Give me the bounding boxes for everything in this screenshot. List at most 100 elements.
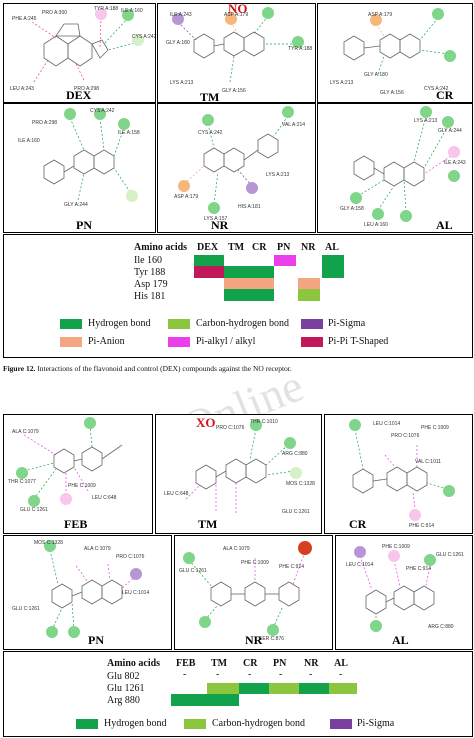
- table-header-amino-acids: Amino acids: [134, 242, 188, 253]
- cr-xo-interaction-diagram: LEU C:1014 PRO C:1076 PHE C:1009 VAL C:1…: [349, 419, 455, 529]
- svg-text:TYR A:188: TYR A:188: [288, 46, 312, 52]
- panel-label: AL: [436, 218, 453, 232]
- panel-cr-no: ASP A:179 LYS A:213 GLY A:180 GLY A:156 …: [317, 3, 473, 103]
- svg-text:ILE A:160: ILE A:160: [18, 138, 40, 144]
- panel-nr-no: CYS A:242 VAL A:214 ASP A:179 LYS A:157 …: [157, 103, 316, 233]
- svg-text:PHE C:1009: PHE C:1009: [68, 483, 96, 489]
- svg-text:ASP A:179: ASP A:179: [174, 194, 198, 200]
- caption-text: Interactions of the flavonoid and contro…: [37, 364, 292, 373]
- row-label-glu-802: Glu 802: [107, 671, 140, 682]
- nr-no-interaction-diagram: CYS A:242 VAL A:214 ASP A:179 LYS A:157 …: [174, 106, 305, 222]
- svg-text:ARG C:880: ARG C:880: [428, 624, 454, 630]
- svg-text:GLU C:1261: GLU C:1261: [12, 606, 40, 612]
- cr-no-interaction-diagram: ASP A:179 LYS A:213 GLY A:180 GLY A:156 …: [330, 8, 456, 96]
- svg-text:GLY A:156: GLY A:156: [380, 90, 404, 96]
- cell-asp179-tm-cr: [224, 278, 274, 289]
- svg-text:CYS A:242: CYS A:242: [132, 34, 155, 40]
- svg-text:ALA C:1079: ALA C:1079: [12, 429, 39, 435]
- svg-text:THR C:1010: THR C:1010: [250, 419, 278, 425]
- panel-pn-no: PRO A:298 ILE A:160 GLY A:244 CYS A:242 …: [3, 103, 156, 233]
- cell-glu1261-cr: [239, 683, 269, 694]
- svg-text:ARG C:880: ARG C:880: [282, 451, 308, 457]
- feb-interaction-diagram: ALA C:1079 THR C:1077 GLU C:1261 PHE C:1…: [8, 417, 123, 513]
- legend-swatch-carbon-hydrogen-bond: [184, 719, 206, 729]
- svg-text:GLU C:1261: GLU C:1261: [179, 568, 207, 574]
- svg-text:GLY A:156: GLY A:156: [222, 88, 246, 94]
- svg-text:LEU A:160: LEU A:160: [364, 222, 388, 228]
- panel-label: FEB: [64, 517, 88, 531]
- panel-label: NR: [211, 218, 229, 232]
- cell-glu802-feb: -: [183, 669, 187, 680]
- cell-ile160-pn: [274, 255, 296, 266]
- svg-text:PRO A:298: PRO A:298: [74, 86, 99, 92]
- cell-glu1261-al: [329, 683, 357, 694]
- legend-swatch-hydrogen-bond: [60, 319, 82, 329]
- svg-text:PHE C:914: PHE C:914: [279, 564, 304, 570]
- panel-pn-xo: MOS C:1328 GLU C:1261 ALA C:1079 PRO C:1…: [3, 535, 172, 650]
- panel-label: PN: [88, 633, 104, 647]
- row-label-his-181: His 181: [134, 291, 166, 302]
- row-label-glu-1261: Glu 1261: [107, 683, 145, 694]
- svg-text:SER C:876: SER C:876: [259, 636, 284, 642]
- svg-text:THR C:1077: THR C:1077: [8, 479, 36, 485]
- svg-text:ILE A:160: ILE A:160: [121, 8, 143, 14]
- column-header-dex: DEX: [197, 242, 219, 253]
- svg-text:PHE A:245: PHE A:245: [12, 16, 37, 22]
- al-xo-interaction-diagram: LEU C:1014 PHE C:1009 GLU C:1261 PHE C:9…: [346, 544, 464, 632]
- svg-text:GLY A:244: GLY A:244: [438, 128, 462, 134]
- svg-text:PRO C:1076: PRO C:1076: [116, 554, 145, 560]
- svg-text:LYS A:213: LYS A:213: [330, 80, 353, 86]
- figure-12-caption: Figure 12. Interactions of the flavonoid…: [3, 364, 292, 373]
- cell-his181-tm-cr: [224, 289, 274, 301]
- svg-text:LEU C:1014: LEU C:1014: [122, 590, 149, 596]
- panel-cr-xo: LEU C:1014 PRO C:1076 PHE C:1009 VAL C:1…: [324, 414, 473, 534]
- panel-al-xo: LEU C:1014 PHE C:1009 GLU C:1261 PHE C:9…: [335, 535, 473, 650]
- svg-text:LYS A:213: LYS A:213: [414, 118, 437, 124]
- svg-text:ASP A:179: ASP A:179: [368, 12, 392, 18]
- legend-pi-alkyl: Pi-alkyl / alkyl: [196, 336, 256, 347]
- svg-text:LYS A:157: LYS A:157: [204, 216, 227, 222]
- legend-pi-sigma: Pi-Sigma: [328, 318, 366, 329]
- legend-hydrogen-bond: Hydrogen bond: [88, 318, 151, 329]
- panel-label: NR: [245, 633, 263, 647]
- caption-label: Figure 12.: [3, 364, 36, 373]
- svg-text:CYS A:242: CYS A:242: [424, 86, 449, 92]
- svg-text:ASP A:179: ASP A:179: [224, 12, 248, 18]
- cell-glu1261-pn: [269, 683, 299, 694]
- cell-tyr188-tm-cr: [224, 266, 274, 278]
- column-header-nr: NR: [301, 242, 316, 253]
- legend-swatch-hydrogen-bond: [76, 719, 98, 729]
- legend-swatch-pi-alkyl: [168, 337, 190, 347]
- column-header-al: AL: [334, 658, 348, 669]
- row-label-arg-880: Arg 880: [107, 695, 140, 706]
- svg-text:GLY A:244: GLY A:244: [64, 202, 88, 208]
- column-header-cr: CR: [243, 658, 258, 669]
- panel-tm-no: ILE A:243 GLY A:180 ASP A:179 TYR A:188 …: [157, 3, 316, 103]
- panel-label: DEX: [66, 88, 92, 102]
- panel-al-no: LYS A:213 GLY A:244 ILE A:243 GLY A:158 …: [317, 103, 473, 233]
- svg-text:PHE C:1009: PHE C:1009: [241, 560, 269, 566]
- svg-text:MOS C:1328: MOS C:1328: [286, 481, 315, 487]
- svg-text:LEU C:648: LEU C:648: [164, 491, 189, 497]
- svg-text:ILE A:243: ILE A:243: [170, 12, 192, 18]
- svg-text:LEU C:1014: LEU C:1014: [346, 562, 373, 568]
- cell-ile160-dex: [194, 255, 224, 266]
- panel-label: TM: [198, 517, 218, 531]
- panel-label: AL: [392, 633, 409, 647]
- cell-his181-nr: [298, 289, 320, 301]
- dex-interaction-diagram: PHE A:245 PRO A:300 TYR A:188 ILE A:160 …: [10, 6, 155, 92]
- legend-pi-sigma: Pi-Sigma: [357, 718, 395, 729]
- svg-text:ILE A:158: ILE A:158: [118, 130, 140, 136]
- panel-feb: ALA C:1079 THR C:1077 GLU C:1261 PHE C:1…: [3, 414, 153, 534]
- legend-swatch-pi-anion: [60, 337, 82, 347]
- receptor-title-xo: XO: [196, 415, 216, 430]
- svg-text:GLY A:158: GLY A:158: [340, 206, 364, 212]
- svg-text:LYS A:213: LYS A:213: [170, 80, 193, 86]
- panel-label: CR: [436, 88, 454, 102]
- svg-text:HIS A:181: HIS A:181: [238, 204, 261, 210]
- pn-no-interaction-diagram: PRO A:298 ILE A:160 GLY A:244 CYS A:242 …: [18, 108, 140, 208]
- cell-glu802-tm: -: [216, 669, 220, 680]
- legend-pi-anion: Pi-Anion: [88, 336, 125, 347]
- legend-hydrogen-bond: Hydrogen bond: [104, 718, 167, 729]
- column-header-nr: NR: [304, 658, 319, 669]
